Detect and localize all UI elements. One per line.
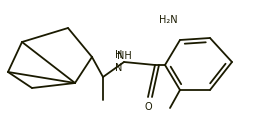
Text: N: N <box>115 63 123 73</box>
Text: NH: NH <box>117 51 131 61</box>
Text: H₂N: H₂N <box>159 15 177 25</box>
Text: H: H <box>115 50 123 60</box>
Text: O: O <box>144 102 152 112</box>
